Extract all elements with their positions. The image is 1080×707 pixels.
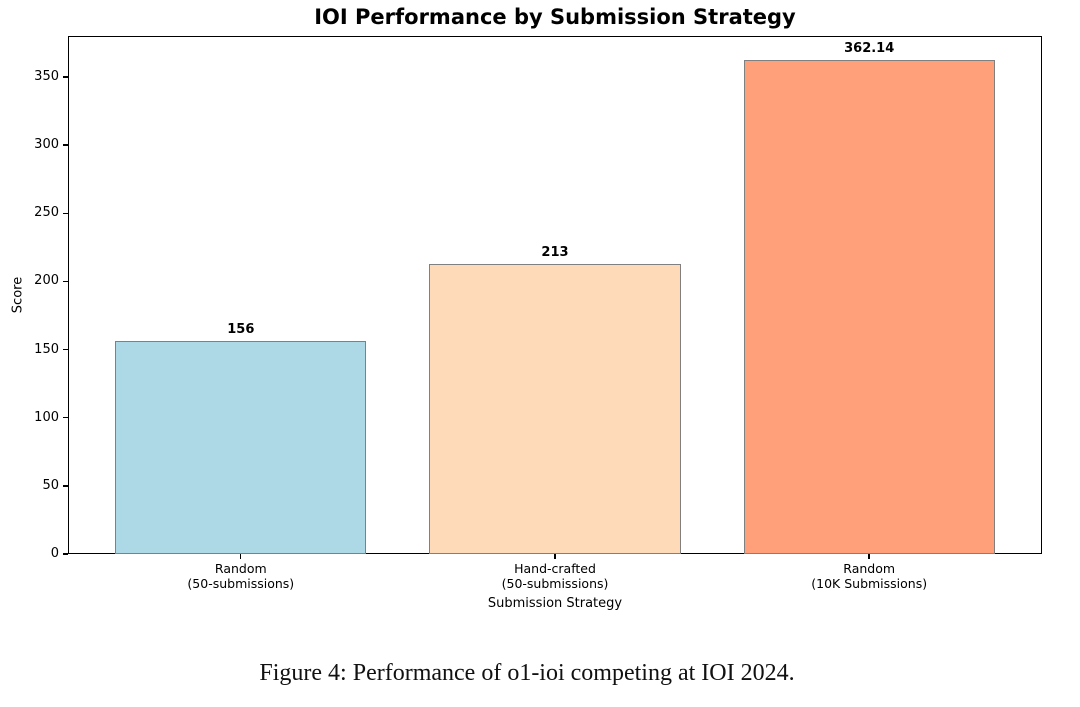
y-tick-mark (63, 76, 68, 78)
y-tick-label: 100 (34, 409, 59, 425)
x-tick-label: Hand-crafted (50-submissions) (501, 561, 609, 592)
y-tick-mark (63, 416, 68, 419)
x-axis-label: Submission Strategy (487, 596, 623, 611)
y-tick-label: 350 (34, 68, 59, 84)
figure-caption: Figure 4: Performance of o1-ioi competin… (259, 660, 795, 686)
y-tick-label: 150 (34, 341, 59, 357)
y-tick-label: 0 (50, 546, 59, 561)
y-tick-label: 200 (34, 273, 59, 289)
x-tick-mark (240, 554, 242, 559)
y-tick-label: 250 (34, 205, 59, 221)
bar-value-label: 362.14 (844, 41, 895, 57)
bar-2 (743, 60, 995, 554)
x-tick-label: Random (50-submissions) (187, 561, 295, 592)
y-tick-mark (63, 144, 68, 146)
y-tick-mark (63, 280, 68, 283)
x-tick-mark (868, 554, 870, 559)
x-tick-mark (554, 554, 556, 559)
y-tick-mark (63, 212, 68, 214)
y-tick-mark (63, 485, 68, 487)
bar-1 (429, 263, 681, 554)
y-tick-mark (63, 553, 68, 555)
y-tick-label: 50 (42, 477, 59, 493)
y-tick-mark (63, 348, 68, 351)
x-tick-label: Random (10K Submissions) (811, 561, 928, 592)
bar-value-label: 213 (541, 244, 569, 260)
bar-0 (115, 341, 367, 554)
bar-value-label: 156 (227, 322, 255, 338)
y-tick-label: 300 (34, 137, 59, 153)
chart-title: IOI Performance by Submission Strategy (314, 5, 796, 29)
